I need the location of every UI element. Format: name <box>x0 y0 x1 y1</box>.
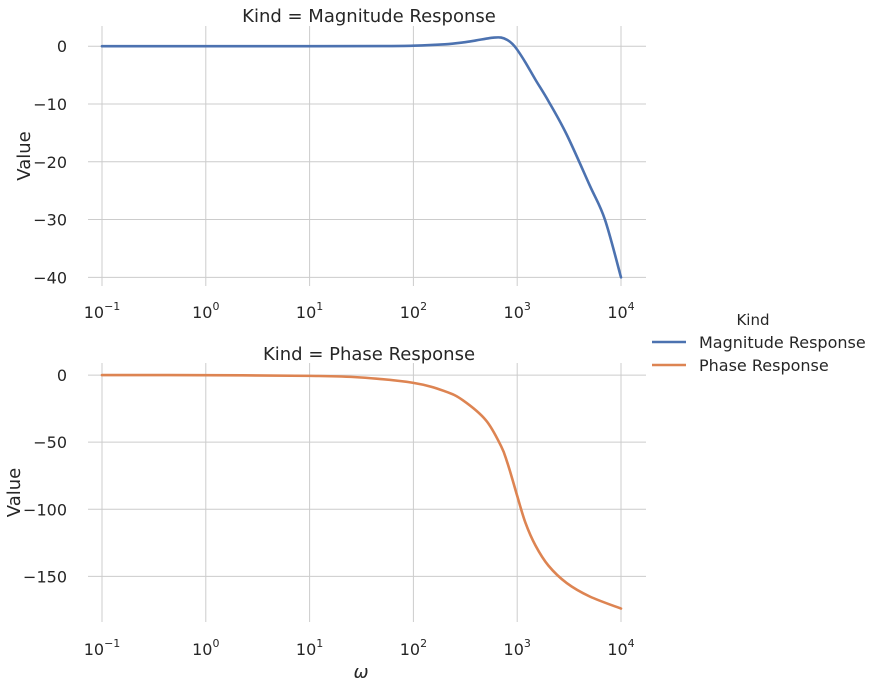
legend-entry-label: Magnitude Response <box>699 333 866 352</box>
y-tick-label: 0 <box>57 37 67 56</box>
x-tick-label: 102 <box>400 300 427 322</box>
x-tick-label: 102 <box>400 637 427 659</box>
x-tick-label: 104 <box>607 637 634 659</box>
series-line-phase <box>100 373 623 610</box>
y-tick-label: −50 <box>33 433 67 452</box>
panel-title: Kind = Phase Response <box>263 344 475 365</box>
y-tick-label: −10 <box>33 95 67 114</box>
y-tick-label: −30 <box>33 211 67 230</box>
x-axis-label: ω <box>353 662 368 683</box>
y-tick-label: −100 <box>23 500 67 519</box>
x-tick-label: 101 <box>296 637 323 659</box>
y-axis-label: Value <box>14 131 35 180</box>
x-tick-label: 100 <box>192 300 219 322</box>
panel-1: 10−1 100 101 102 103 104 0 −10 −20 −30 −40 Kind = M… <box>14 6 646 322</box>
panel-2: 10−1 100 101 102 103 104 0 −50 −100 −150 Kind = Ph… <box>4 344 646 683</box>
x-tick-label: 10−1 <box>84 637 121 659</box>
x-tick-label: 101 <box>296 300 323 322</box>
y-tick-label: −20 <box>33 153 67 172</box>
y-tick-label: −40 <box>33 268 67 287</box>
panel-title: Kind = Magnitude Response <box>242 6 496 27</box>
x-tick-label: 103 <box>504 300 531 322</box>
x-tick-label: 103 <box>504 637 531 659</box>
y-tick-label: 0 <box>57 366 67 385</box>
x-tick-label: 100 <box>192 637 219 659</box>
x-tick-label: 104 <box>607 300 634 322</box>
legend-entry-label: Phase Response <box>699 356 829 375</box>
x-tick-label: 10−1 <box>84 300 121 322</box>
y-axis-label: Value <box>4 468 25 517</box>
y-tick-label: −150 <box>23 567 67 586</box>
series-line-magnitude <box>100 36 623 279</box>
legend-title: Kind <box>736 311 769 329</box>
legend: Kind Magnitude Response Phase Response <box>652 311 866 375</box>
